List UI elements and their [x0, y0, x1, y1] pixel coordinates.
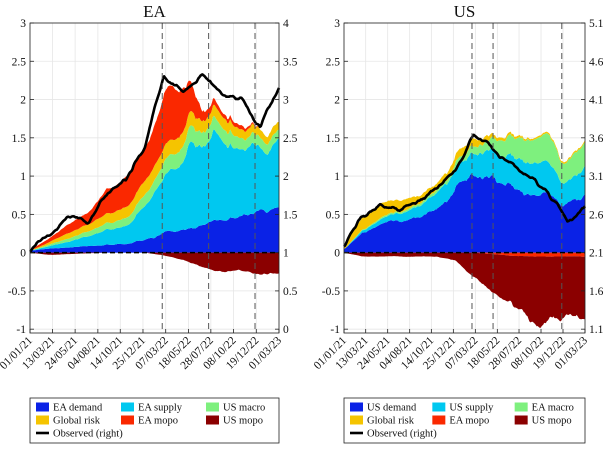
y-tick-left: 3 [20, 18, 26, 30]
y-tick-right: 4 [283, 18, 289, 30]
legend-swatch-ea-demand [36, 402, 49, 412]
y-tick-right: 2.6 [589, 209, 604, 221]
legend-swatch-us-demand [350, 402, 363, 412]
legend-label-global-risk: Global risk [367, 416, 415, 427]
legend-label-us-supply: US supply [449, 403, 494, 414]
area-us-macro [30, 115, 279, 251]
y-tick-right: 5.1 [589, 18, 604, 30]
y-tick-right: 3 [283, 95, 289, 107]
legend-frame [29, 397, 280, 444]
legend-swatch-global-risk [350, 415, 363, 425]
y-tick-right: 1.6 [589, 286, 604, 298]
y-tick-left: 0.5 [12, 209, 27, 221]
legend-swatch-us-mopo [514, 415, 528, 425]
y-tick-right: 4.1 [589, 95, 604, 107]
y-tick-right: 3.6 [589, 133, 604, 145]
area-us-mopo [344, 252, 585, 328]
plot-frame [29, 22, 280, 334]
y-tick-right: 3.1 [589, 171, 604, 183]
y-tick-left: 0 [20, 248, 26, 260]
y-tick-left: 0.5 [326, 209, 341, 221]
y-tick-left: 2.5 [12, 56, 27, 68]
y-tick-right: 2 [283, 171, 289, 183]
y-tick-right: 1.1 [589, 324, 604, 336]
legend-label-observed-right: Observed (right) [53, 429, 123, 440]
y-tick-left: 3 [334, 18, 340, 30]
chart-title: US [454, 2, 476, 21]
y-tick-right: 2.1 [589, 248, 604, 260]
legend-label-us-mopo: US mopo [532, 416, 572, 427]
y-tick-right: 1.5 [283, 209, 298, 221]
area-ea-supply [30, 129, 279, 251]
y-tick-left: -0.5 [8, 286, 26, 298]
legend-swatch-ea-mopo [432, 415, 446, 425]
legend-frame [343, 397, 586, 444]
area-ea-demand [30, 207, 279, 253]
y-tick-left: 2.5 [326, 56, 341, 68]
legend-label-global-risk: Global risk [53, 416, 101, 427]
legend-swatch-ea-mopo [121, 415, 134, 425]
us-legend: US demand US supply EA macro Global risk EA … [343, 397, 586, 444]
legend-label-observed-right: Observed (right) [367, 429, 437, 440]
y-tick-right: 4.6 [589, 56, 604, 68]
y-tick-left: 1.5 [326, 133, 341, 145]
y-tick-right: 1 [283, 248, 289, 260]
ea-legend: EA demand EA supply US macro Global risk EA … [29, 397, 280, 444]
area-us-mopo [30, 252, 279, 275]
y-tick-left: -1 [16, 324, 26, 336]
area-us-demand [344, 173, 585, 253]
plot-frame [343, 22, 586, 334]
legend-label-ea-mopo: EA mopo [449, 416, 489, 427]
legend-label-us-demand: US demand [367, 403, 417, 414]
y-tick-left: 1.5 [12, 133, 27, 145]
y-tick-right: 0.5 [283, 286, 298, 298]
ea-panel: -1-0.500.511.522.5300.511.522.533.5401/0… [0, 2, 298, 372]
y-tick-right: 0 [283, 324, 289, 336]
legend-label-us-macro: US macro [223, 403, 265, 414]
legend-swatch-global-risk [36, 415, 49, 425]
y-tick-left: 1 [20, 171, 26, 183]
legend-label-ea-mopo: EA mopo [138, 416, 178, 427]
area-global-risk [30, 104, 279, 251]
y-tick-left: 0 [334, 248, 340, 260]
legend-swatch-ea-macro [514, 402, 528, 412]
y-tick-left: -1 [330, 324, 340, 336]
legend-label-ea-supply: EA supply [138, 403, 183, 414]
line-observed-right [343, 133, 587, 248]
legend-swatch-us-mopo [206, 415, 219, 425]
legend-label-us-mopo: US mopo [223, 416, 263, 427]
y-tick-left: -0.5 [322, 286, 340, 298]
legend-label-ea-macro: EA macro [532, 403, 574, 414]
chart-title: EA [143, 2, 166, 21]
legend-swatch-ea-supply [121, 402, 134, 412]
area-ea-mopo [344, 252, 585, 257]
legend-swatch-us-supply [432, 402, 446, 412]
us-panel: -1 -0.5 0 0.5 1 1.5 2 2.5 3 1.1 1.6 2.1 2.6 3.1 3.6 4.1… [312, 2, 604, 372]
y-tick-left: 1 [334, 171, 340, 183]
y-tick-right: 2.5 [283, 133, 298, 145]
y-tick-left: 2 [20, 95, 26, 107]
area-ea-macro [344, 133, 585, 250]
legend-label-ea-demand: EA demand [53, 403, 103, 414]
legend-swatch-us-macro [206, 402, 219, 412]
y-tick-left: 2 [334, 95, 340, 107]
line-observed-right [29, 73, 281, 253]
y-tick-right: 3.5 [283, 56, 298, 68]
